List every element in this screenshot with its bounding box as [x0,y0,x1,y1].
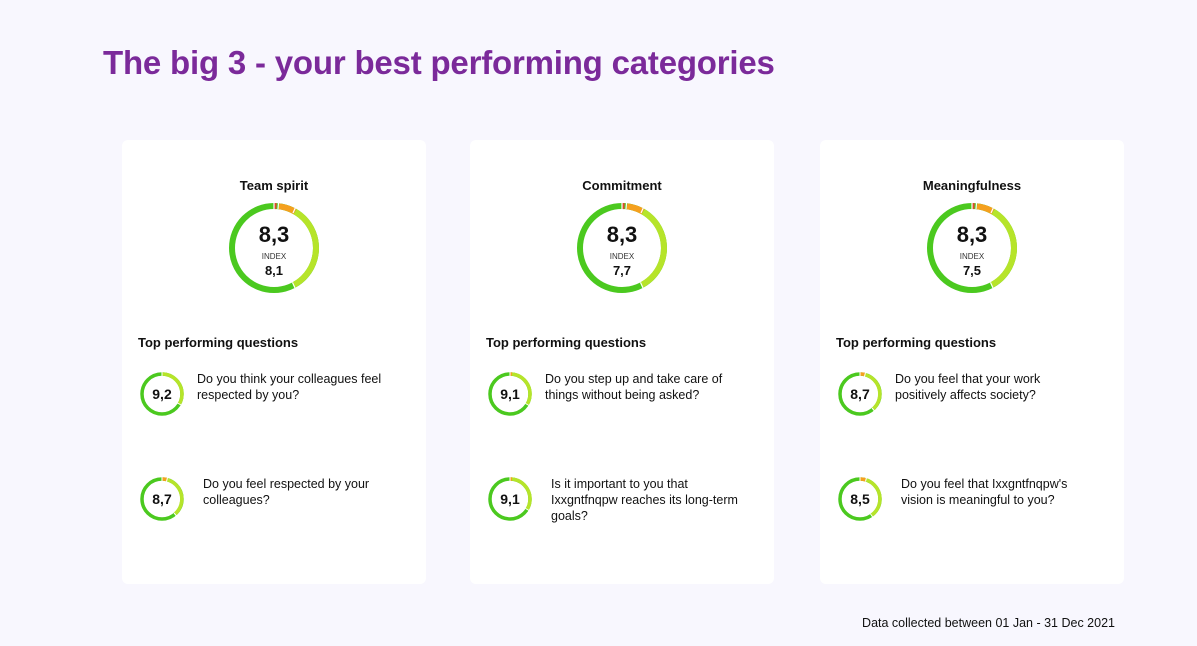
question-score: 8,7 [152,491,172,507]
gauge-ring-icon [140,477,184,521]
data-collection-note: Data collected between 01 Jan - 31 Dec 2… [862,616,1115,630]
category-score: 8,3 [956,222,988,247]
question-item: 8,7 Do you feel respected by your collea… [139,476,409,536]
gauge-ring-icon [838,372,882,416]
gauge-ring-icon [927,202,1017,293]
index-value: 7,5 [962,263,982,278]
question-score: 9,1 [500,386,520,402]
question-item: 9,1 Do you step up and take care of thin… [487,371,757,431]
question-score-gauge: 9,1 [487,476,533,522]
top-questions-heading: Top performing questions [836,335,997,350]
question-item: 9,2 Do you think your colleagues feel re… [139,371,409,431]
question-score-gauge: 9,2 [139,371,185,417]
gauge-ring-icon [488,372,532,416]
category-card-meaningfulness: Meaningfulness 8,3 INDEX 7,5 Top perform… [820,140,1124,584]
index-label: INDEX [609,252,635,261]
question-score: 9,1 [500,491,520,507]
index-value: 7,7 [612,263,632,278]
question-text: Is it important to you that Ixxgntfnqpw … [551,477,738,523]
question-score: 8,5 [850,491,870,507]
question-text: Do you feel respected by your colleagues… [203,477,370,507]
question-score: 9,2 [152,386,172,402]
question-item: 8,5 Do you feel that Ixxgntfnqpw's visio… [837,476,1107,536]
question-text: Do you feel that your work positively af… [895,372,1041,402]
question-score: 8,7 [850,386,870,402]
question-item: 9,1 Is it important to you that Ixxgntfn… [487,476,757,536]
top-questions-heading: Top performing questions [486,335,647,350]
category-score-gauge: 8,3 INDEX 7,5 [926,202,1018,294]
category-score: 8,3 [606,222,638,247]
gauge-ring-icon [229,202,319,293]
category-score-gauge: 8,3 INDEX 7,7 [576,202,668,294]
question-score-gauge: 8,7 [837,371,883,417]
index-label: INDEX [261,252,287,261]
category-title: Team spirit [239,178,309,193]
category-score-gauge: 8,3 INDEX 8,1 [228,202,320,294]
gauge-ring-icon [140,372,184,416]
category-card-team-spirit: Team spirit 8,3 INDEX 8,1 Top performing… [122,140,426,584]
index-value: 8,1 [264,263,284,278]
category-card-commitment: Commitment 8,3 INDEX 7,7 Top performing … [470,140,774,584]
question-score-gauge: 8,7 [139,476,185,522]
gauge-ring-icon [838,477,882,521]
category-title: Meaningfulness [922,178,1022,193]
question-text: Do you step up and take care of things w… [545,372,723,402]
gauge-ring-icon [488,477,532,521]
page-title: The big 3 - your best performing categor… [103,44,775,81]
question-item: 8,7 Do you feel that your work positivel… [837,371,1107,431]
question-text: Do you think your colleagues feel respec… [197,372,382,402]
top-questions-heading: Top performing questions [138,335,299,350]
index-label: INDEX [959,252,985,261]
gauge-ring-icon [577,202,667,293]
question-score-gauge: 8,5 [837,476,883,522]
category-score: 8,3 [258,222,290,247]
category-title: Commitment [582,178,662,193]
question-text: Do you feel that Ixxgntfnqpw's vision is… [901,477,1068,507]
question-score-gauge: 9,1 [487,371,533,417]
